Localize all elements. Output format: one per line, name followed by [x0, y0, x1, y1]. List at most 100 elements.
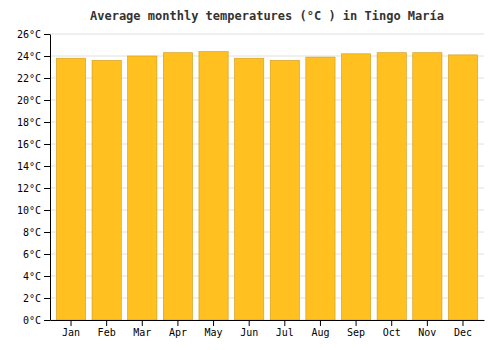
y-tick-label: 2°C — [23, 293, 41, 304]
grid-line — [50, 34, 484, 35]
grid — [50, 34, 484, 320]
x-tick-mark — [391, 320, 392, 326]
y-tick-label: 16°C — [17, 139, 41, 150]
bars — [56, 52, 477, 320]
x-tick: Jul — [276, 320, 294, 338]
bar — [270, 60, 299, 320]
y-tick-mark — [44, 100, 50, 101]
plot: Jan Feb Mar Apr May Jun Jul Aug Sep Oct Nov Dec 0°C 2… — [17, 29, 485, 338]
y-tick: 26°C — [17, 29, 50, 40]
x-tick-label: Mar — [133, 327, 151, 338]
y-tick-label: 20°C — [17, 95, 41, 106]
bar — [56, 58, 85, 320]
x-tick-mark — [320, 320, 321, 326]
y-tick-mark — [44, 298, 50, 299]
y-axis-line — [50, 35, 51, 321]
y-tick-mark — [44, 320, 50, 321]
y-tick: 16°C — [17, 139, 50, 150]
y-tick-label: 12°C — [17, 183, 41, 194]
y-tick-mark — [44, 144, 50, 145]
y-tick-label: 14°C — [17, 161, 41, 172]
y-tick: 18°C — [17, 117, 50, 128]
y-tick-mark — [44, 188, 50, 189]
x-tick-mark — [142, 320, 143, 326]
x-tick-mark — [427, 320, 428, 326]
x-tick-mark — [249, 320, 250, 326]
x-tick: Nov — [418, 320, 436, 338]
x-tick-mark — [71, 320, 72, 326]
title: Average monthly temperatures (°C ) in Ti… — [90, 9, 444, 23]
y-tick: 4°C — [23, 271, 50, 282]
x-tick-label: Oct — [383, 327, 401, 338]
y-tick-mark — [44, 122, 50, 123]
x-tick: Jan — [62, 320, 80, 338]
bar — [235, 58, 264, 320]
x-tick-mark — [462, 320, 463, 326]
bar — [448, 55, 477, 320]
y-tick: 12°C — [17, 183, 50, 194]
y-tick: 22°C — [17, 73, 50, 84]
bar — [92, 60, 121, 320]
bar — [199, 52, 228, 320]
y-tick-mark — [44, 276, 50, 277]
bar — [377, 53, 406, 320]
x-tick: May — [205, 320, 223, 338]
x-axis-line — [51, 320, 485, 321]
y-axis: 0°C 2°C 4°C 6°C 8°C 10°C 12°C 14°C 16°C 18°C 20°C 2… — [17, 29, 51, 326]
x-tick-mark — [177, 320, 178, 326]
chart: Jan Feb Mar Apr May Jun Jul Aug Sep Oct Nov Dec 0°C 2… — [0, 0, 500, 350]
x-tick-label: Apr — [169, 327, 187, 338]
x-tick-label: Nov — [418, 327, 436, 338]
bar — [341, 54, 370, 320]
y-tick: 24°C — [17, 51, 50, 62]
x-tick-label: Jun — [240, 327, 258, 338]
x-tick-label: Jan — [62, 327, 80, 338]
y-tick: 8°C — [23, 227, 50, 238]
x-tick: Mar — [133, 320, 151, 338]
y-tick-label: 26°C — [17, 29, 41, 40]
x-tick-mark — [213, 320, 214, 326]
x-tick-label: Feb — [98, 327, 116, 338]
y-tick-mark — [44, 232, 50, 233]
x-tick-label: Dec — [454, 327, 472, 338]
x-tick-mark — [106, 320, 107, 326]
y-tick-label: 4°C — [23, 271, 41, 282]
x-tick-label: Aug — [311, 327, 329, 338]
bar — [306, 57, 335, 320]
y-tick-label: 8°C — [23, 227, 41, 238]
y-tick-mark — [44, 56, 50, 57]
y-tick: 10°C — [17, 205, 50, 216]
x-tick-label: Sep — [347, 327, 365, 338]
background — [0, 0, 500, 350]
x-tick: Dec — [454, 320, 472, 338]
y-tick-label: 6°C — [23, 249, 41, 260]
y-tick: 2°C — [23, 293, 50, 304]
x-tick: Feb — [98, 320, 116, 338]
bar — [128, 56, 157, 320]
x-tick-mark — [284, 320, 285, 326]
y-tick-mark — [44, 166, 50, 167]
y-tick: 14°C — [17, 161, 50, 172]
y-tick-mark — [44, 78, 50, 79]
y-tick-mark — [44, 254, 50, 255]
y-tick-label: 0°C — [23, 315, 41, 326]
x-tick: Jun — [240, 320, 258, 338]
y-tick-mark — [44, 210, 50, 211]
y-tick-label: 18°C — [17, 117, 41, 128]
y-tick-mark — [44, 34, 50, 35]
y-tick-label: 10°C — [17, 205, 41, 216]
x-tick: Oct — [383, 320, 401, 338]
y-tick: 0°C — [23, 315, 50, 326]
bar — [163, 53, 192, 320]
y-tick-label: 22°C — [17, 73, 41, 84]
x-tick-label: May — [205, 327, 223, 338]
x-tick-mark — [356, 320, 357, 326]
x-tick: Sep — [347, 320, 365, 338]
x-tick-label: Jul — [276, 327, 294, 338]
y-tick-label: 24°C — [17, 51, 41, 62]
x-tick: Apr — [169, 320, 187, 338]
x-tick: Aug — [311, 320, 329, 338]
y-tick: 20°C — [17, 95, 50, 106]
x-axis: Jan Feb Mar Apr May Jun Jul Aug Sep Oct Nov Dec — [51, 320, 485, 338]
y-tick: 6°C — [23, 249, 50, 260]
